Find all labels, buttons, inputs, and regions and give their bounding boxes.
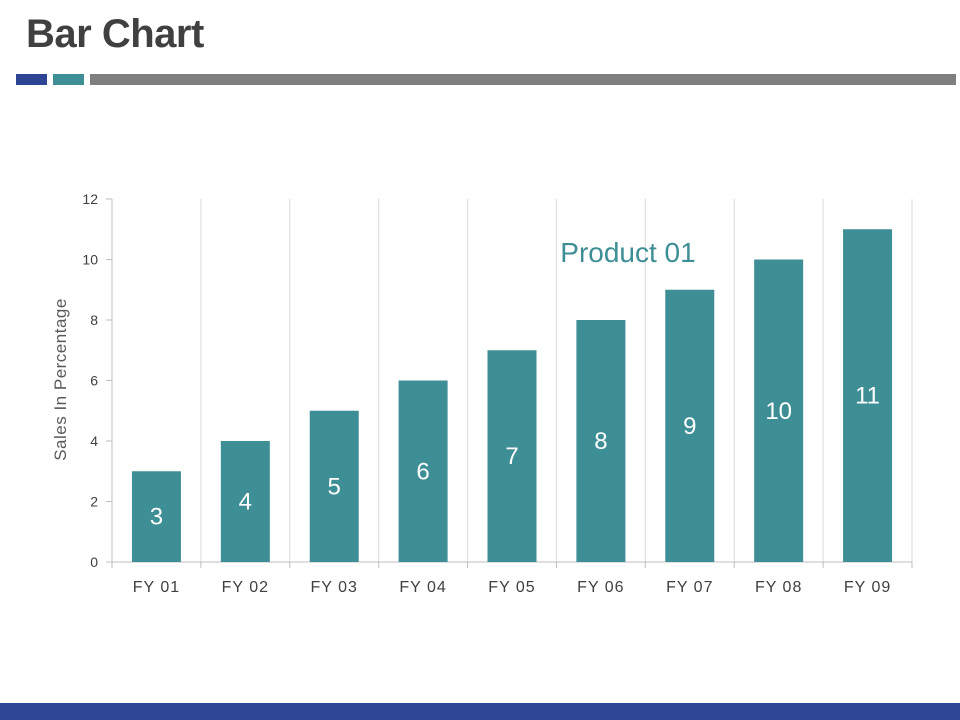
bar — [220, 441, 270, 562]
x-category-label: FY 08 — [755, 579, 802, 596]
y-tick-label: 10 — [82, 252, 98, 268]
x-category-label: FY 09 — [844, 579, 891, 596]
series-name-label: Product 01 — [560, 237, 695, 268]
bar-data-label: 5 — [328, 473, 341, 500]
x-category-label: FY 07 — [666, 579, 713, 596]
x-category-label: FY 05 — [488, 579, 535, 596]
title-rule-teal-segment — [53, 74, 84, 85]
slide-title: Bar Chart — [26, 12, 204, 56]
y-axis-title: Sales In Percentage — [51, 298, 70, 461]
bar-data-label: 3 — [150, 504, 163, 531]
title-rule-gray-segment — [90, 74, 956, 85]
bar-data-label: 7 — [505, 443, 518, 470]
bar-data-label: 10 — [765, 398, 792, 425]
bar-data-label: 4 — [239, 489, 252, 516]
bar — [131, 471, 181, 562]
bar — [487, 350, 537, 562]
bar — [398, 380, 448, 562]
y-tick-label: 8 — [90, 312, 98, 328]
bar-chart: 0 2 4 6 8 10 12 3 FY 01 4 FY 02 5 FY 03 6 FY 04 7 FY 05 8… — [51, 191, 913, 596]
title-rule-blue-segment — [16, 74, 47, 85]
bar — [309, 410, 359, 562]
bar — [576, 320, 626, 562]
bar-data-label: 8 — [594, 428, 607, 455]
x-category-label: FY 01 — [133, 579, 180, 596]
footer-bar — [0, 703, 960, 720]
y-tick-label: 4 — [90, 433, 98, 449]
x-category-label: FY 03 — [311, 579, 358, 596]
y-tick-label: 12 — [82, 191, 98, 207]
bar — [754, 259, 804, 562]
x-category-label: FY 04 — [399, 579, 446, 596]
x-category-label: FY 02 — [222, 579, 269, 596]
bar — [843, 229, 893, 562]
y-tick-label: 0 — [90, 554, 98, 570]
x-category-label: FY 06 — [577, 579, 624, 596]
bar-data-label: 9 — [683, 413, 696, 440]
y-tick-label: 6 — [90, 373, 98, 389]
bar-data-label: 6 — [416, 458, 429, 485]
bar — [665, 289, 715, 562]
y-tick-label: 2 — [90, 494, 98, 510]
bar-data-label: 11 — [855, 383, 880, 410]
